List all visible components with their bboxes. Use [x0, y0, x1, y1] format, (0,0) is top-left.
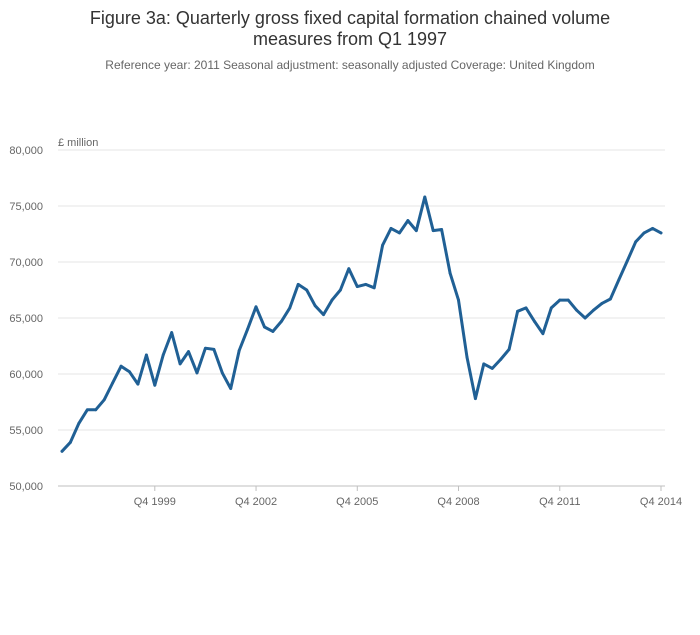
data-point — [482, 362, 486, 366]
data-point — [322, 313, 325, 317]
series-group — [60, 195, 663, 453]
data-point — [398, 231, 401, 235]
y-tick-label: 50,000 — [9, 481, 43, 493]
data-point — [178, 362, 182, 366]
x-tick-label: Q4 2008 — [437, 496, 479, 508]
data-point — [271, 330, 275, 333]
data-point — [625, 259, 629, 263]
data-point — [575, 308, 579, 312]
data-point — [111, 381, 115, 385]
data-point — [229, 387, 233, 390]
x-tick-label: Q4 2005 — [336, 496, 378, 508]
data-point — [549, 306, 553, 310]
data-point — [558, 298, 562, 302]
data-point — [364, 283, 368, 286]
data-point — [288, 306, 292, 310]
data-point — [541, 332, 545, 336]
data-point — [642, 231, 646, 235]
data-point — [524, 306, 528, 310]
data-point — [608, 297, 612, 301]
data-point — [414, 229, 418, 233]
data-point — [389, 227, 393, 230]
chart-subtitle: Reference year: 2011 Seasonal adjustment… — [105, 58, 595, 72]
data-point — [431, 229, 435, 233]
data-point — [195, 371, 199, 375]
data-point — [448, 271, 452, 275]
y-tick-label: 65,000 — [9, 313, 43, 325]
data-point — [634, 240, 638, 244]
data-point — [144, 353, 148, 357]
y-tick-label: 80,000 — [9, 145, 43, 157]
x-tick-label: Q4 1999 — [134, 496, 176, 508]
y-tick-label: 55,000 — [9, 425, 43, 437]
data-point — [566, 298, 570, 302]
y-axis-ticks: 50,000 55,000 60,000 65,000 70,000 75,000 80,0… — [9, 145, 43, 493]
data-point — [313, 304, 317, 308]
data-point — [279, 319, 283, 323]
x-tick-label: Q4 2014 — [640, 496, 682, 508]
data-point — [600, 302, 604, 305]
data-point — [516, 309, 519, 313]
data-point — [651, 227, 654, 230]
data-point — [347, 267, 351, 271]
data-point — [102, 398, 106, 402]
data-point — [212, 347, 216, 351]
y-tick-label: 75,000 — [9, 201, 43, 213]
data-point — [153, 383, 157, 387]
gridlines — [58, 149, 665, 487]
x-tick-label: Q4 2011 — [539, 496, 580, 508]
data-point — [77, 421, 81, 425]
data-point — [246, 327, 250, 331]
data-point — [94, 408, 98, 412]
data-point — [592, 308, 595, 312]
data-point — [119, 364, 123, 368]
y-tick-label: 60,000 — [9, 369, 43, 381]
data-point — [296, 283, 300, 286]
data-point — [161, 353, 165, 357]
series-line — [60, 195, 663, 453]
data-point — [69, 440, 72, 444]
data-point — [473, 397, 477, 401]
data-point — [330, 298, 334, 302]
data-point — [220, 371, 224, 375]
data-point — [136, 382, 140, 386]
data-point — [85, 408, 89, 412]
data-point — [237, 349, 241, 352]
data-point — [457, 298, 460, 302]
data-point — [583, 316, 587, 320]
x-axis-ticks: Q4 1999 Q4 2002 Q4 2005 Q4 2008 Q4 2011 Q4 20… — [134, 486, 682, 508]
data-point — [263, 325, 266, 329]
y-tick-label: 70,000 — [9, 257, 43, 269]
y-axis-label: £ million — [58, 137, 99, 149]
data-point — [305, 288, 309, 292]
data-point — [406, 219, 410, 222]
data-point — [659, 231, 663, 235]
data-point — [204, 346, 207, 350]
data-point — [60, 449, 64, 453]
data-point — [499, 358, 503, 361]
data-point — [533, 319, 536, 323]
data-point — [617, 278, 621, 282]
data-point — [423, 195, 427, 199]
data-point — [465, 355, 469, 359]
x-tick-label: Q4 2002 — [235, 496, 277, 508]
data-point — [170, 331, 174, 334]
data-point — [254, 305, 258, 309]
data-point — [187, 350, 190, 353]
data-point — [507, 347, 511, 351]
chart-title: Figure 3a: Quarterly gross fixed capital… — [89, 8, 611, 49]
data-point — [372, 286, 376, 290]
data-point — [355, 285, 359, 289]
data-point — [490, 367, 494, 370]
data-point — [440, 228, 444, 231]
data-point — [128, 370, 131, 374]
data-point — [381, 243, 384, 247]
data-point — [339, 288, 342, 292]
